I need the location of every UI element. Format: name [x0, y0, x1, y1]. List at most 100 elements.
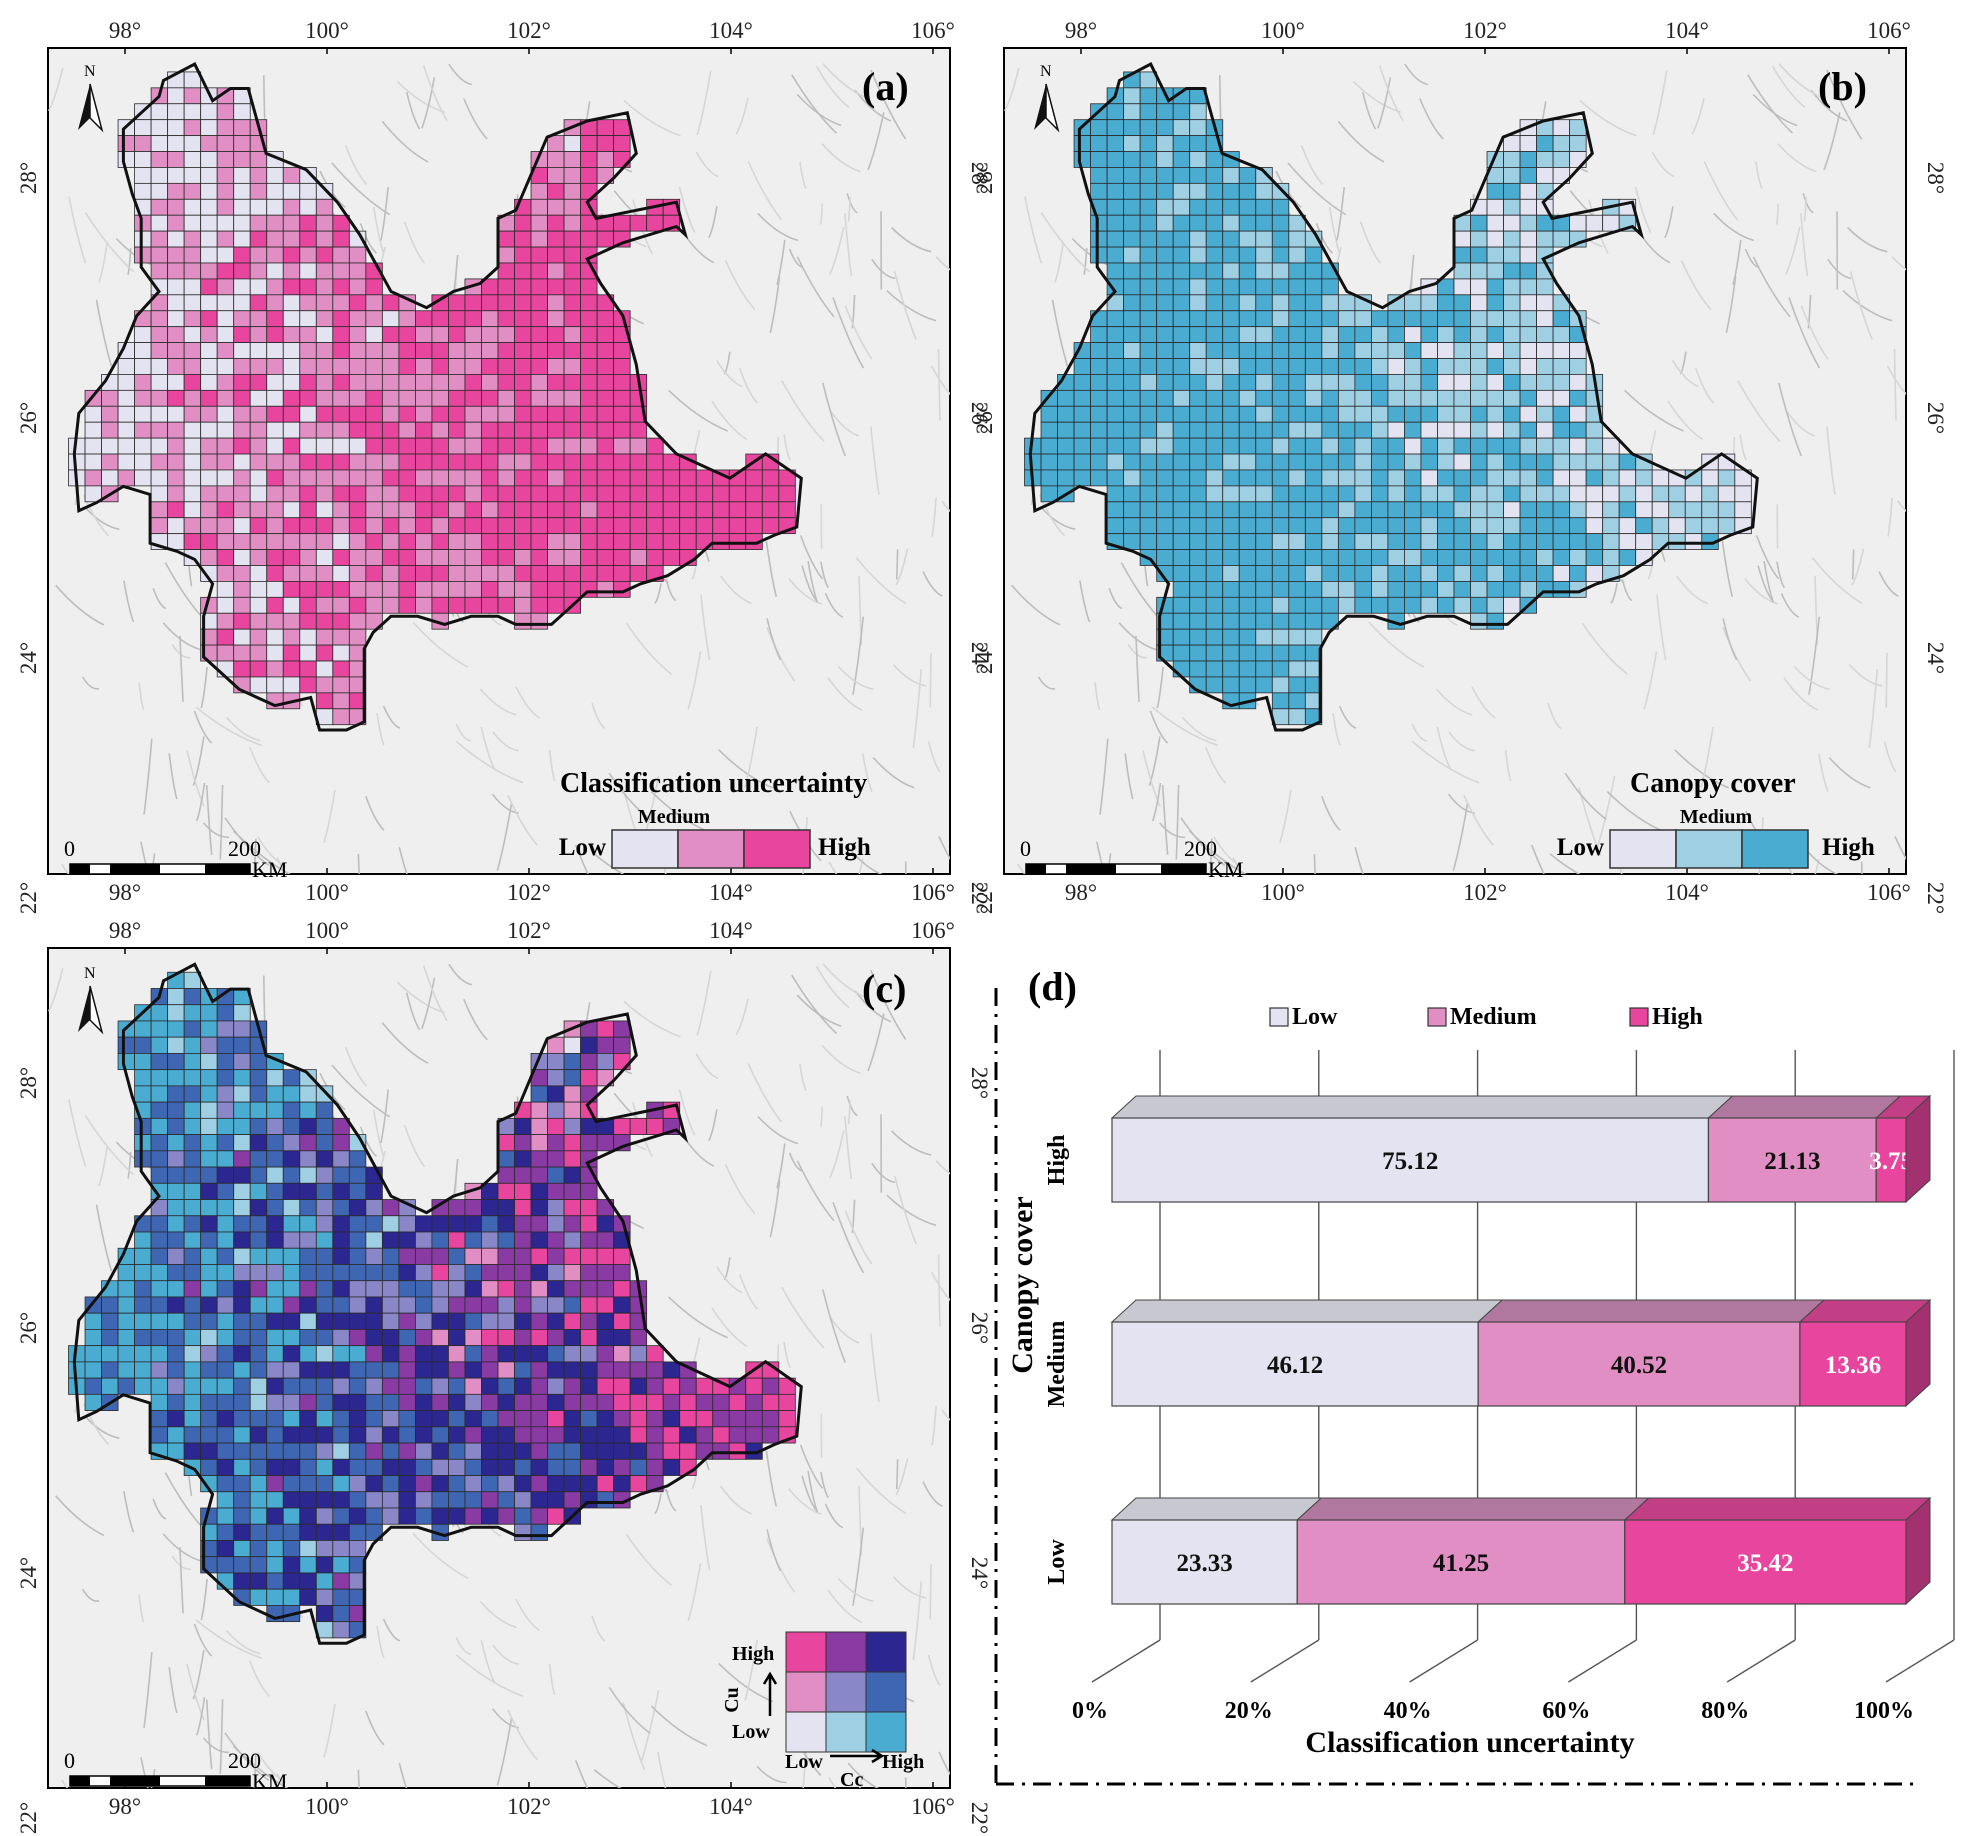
grid-cell [266, 1101, 284, 1119]
grid-cell [348, 1475, 367, 1493]
grid-cell [183, 1004, 202, 1022]
grid-cell [1288, 230, 1306, 248]
grid-cell [1238, 182, 1257, 200]
terrain-ridge [851, 1199, 856, 1234]
grid-cell [167, 182, 185, 200]
grid-cell [1271, 565, 1290, 582]
terrain-ridge [1883, 741, 1897, 773]
terrain-ridge [871, 258, 896, 280]
grid-cell [216, 1572, 235, 1590]
grid-cell [1255, 374, 1273, 391]
grid-cell [1090, 119, 1108, 137]
terrain-ridge [480, 726, 496, 770]
terrain-ridge [1332, 712, 1341, 746]
grid-cell [332, 660, 350, 678]
grid-cell [299, 1264, 317, 1282]
grid-cell [315, 1475, 334, 1493]
grid-cell [530, 1134, 548, 1152]
grid-cell [315, 565, 334, 582]
grid-cell [1288, 517, 1306, 535]
grid-cell [348, 501, 367, 519]
grid-cell [1189, 469, 1207, 487]
grid-cell [365, 437, 383, 455]
grid-cell [1371, 421, 1389, 439]
terrain-ridge [1885, 652, 1888, 708]
grid-cell [547, 1117, 565, 1135]
grid-cell [1139, 198, 1158, 216]
grid-cell [1156, 214, 1174, 232]
grid-cell [613, 1247, 631, 1265]
grid-cell [1585, 389, 1604, 407]
grid-cell [216, 1004, 235, 1022]
grid-cell [1437, 469, 1455, 487]
grid-cell [233, 1377, 251, 1395]
grid-cell [613, 342, 631, 359]
grid-cell [1106, 517, 1125, 535]
grid-cell [134, 1231, 152, 1249]
grid-cell [200, 1020, 218, 1038]
grid-cell [381, 1410, 400, 1428]
grid-cell [282, 1329, 301, 1347]
grid-cell [216, 1247, 235, 1265]
grid-cell [1552, 501, 1571, 519]
grid-cell [233, 501, 251, 519]
grid-cell [1486, 517, 1504, 535]
legend-swatch-low [611, 829, 679, 869]
grid-cell [332, 485, 350, 503]
grid-cell [530, 1182, 548, 1200]
terrain-ridge [1788, 297, 1821, 369]
grid-cell [398, 1296, 416, 1314]
grid-cell [332, 1166, 350, 1184]
grid-cell [1189, 453, 1207, 471]
terrain-ridge [253, 1754, 257, 1788]
grid-cell [365, 453, 383, 471]
terrain-ridge [904, 861, 907, 874]
grid-cell [1238, 517, 1257, 535]
grid-cell [1222, 358, 1240, 375]
grid-cell [1486, 389, 1504, 407]
grid-cell [1255, 198, 1273, 216]
grid-cell [497, 1247, 515, 1265]
grid-cell [1304, 342, 1323, 359]
grid-cell [1288, 278, 1306, 296]
bar-segment-medium [1477, 1321, 1801, 1407]
grid-cell [1552, 230, 1571, 248]
terrain-ridge [1530, 844, 1545, 874]
grid-cell [282, 1393, 301, 1411]
grid-cell [1172, 421, 1191, 439]
grid-cell [332, 246, 350, 264]
grid-cell [464, 501, 482, 519]
grid-cell [415, 1442, 433, 1460]
grid-cell [315, 1134, 334, 1152]
grid-cell [1090, 405, 1108, 423]
grid-cell [117, 1377, 135, 1395]
grid-cell [1205, 182, 1224, 200]
grid-cell [381, 389, 400, 407]
grid-cell [1337, 469, 1356, 487]
grid-cell [547, 1101, 565, 1119]
terrain-ridge [828, 861, 838, 874]
terrain-ridge [422, 965, 448, 1022]
grid-cell [150, 1053, 169, 1071]
grid-cell [266, 437, 284, 455]
grid-cell [233, 1491, 251, 1509]
grid-cell [150, 103, 169, 121]
legend-low: Low [1292, 1004, 1338, 1030]
grid-cell [282, 565, 301, 582]
grid-cell [200, 1280, 218, 1298]
grid-cell [448, 485, 466, 503]
grid-cell [299, 1231, 317, 1249]
grid-cell [1437, 501, 1455, 519]
grid-cell [315, 1507, 334, 1525]
terrain-ridge [657, 1751, 667, 1788]
terrain-ridge [195, 782, 206, 822]
grid-cell [1238, 469, 1257, 487]
grid-cell [167, 262, 185, 280]
grid-cell [233, 246, 251, 264]
terrain-ridge [1094, 682, 1101, 711]
grid-cell [282, 1442, 301, 1460]
grid-cell [431, 469, 449, 487]
grid-cell [514, 501, 532, 519]
grid-cell [282, 1572, 301, 1590]
grid-cell [150, 1377, 169, 1395]
